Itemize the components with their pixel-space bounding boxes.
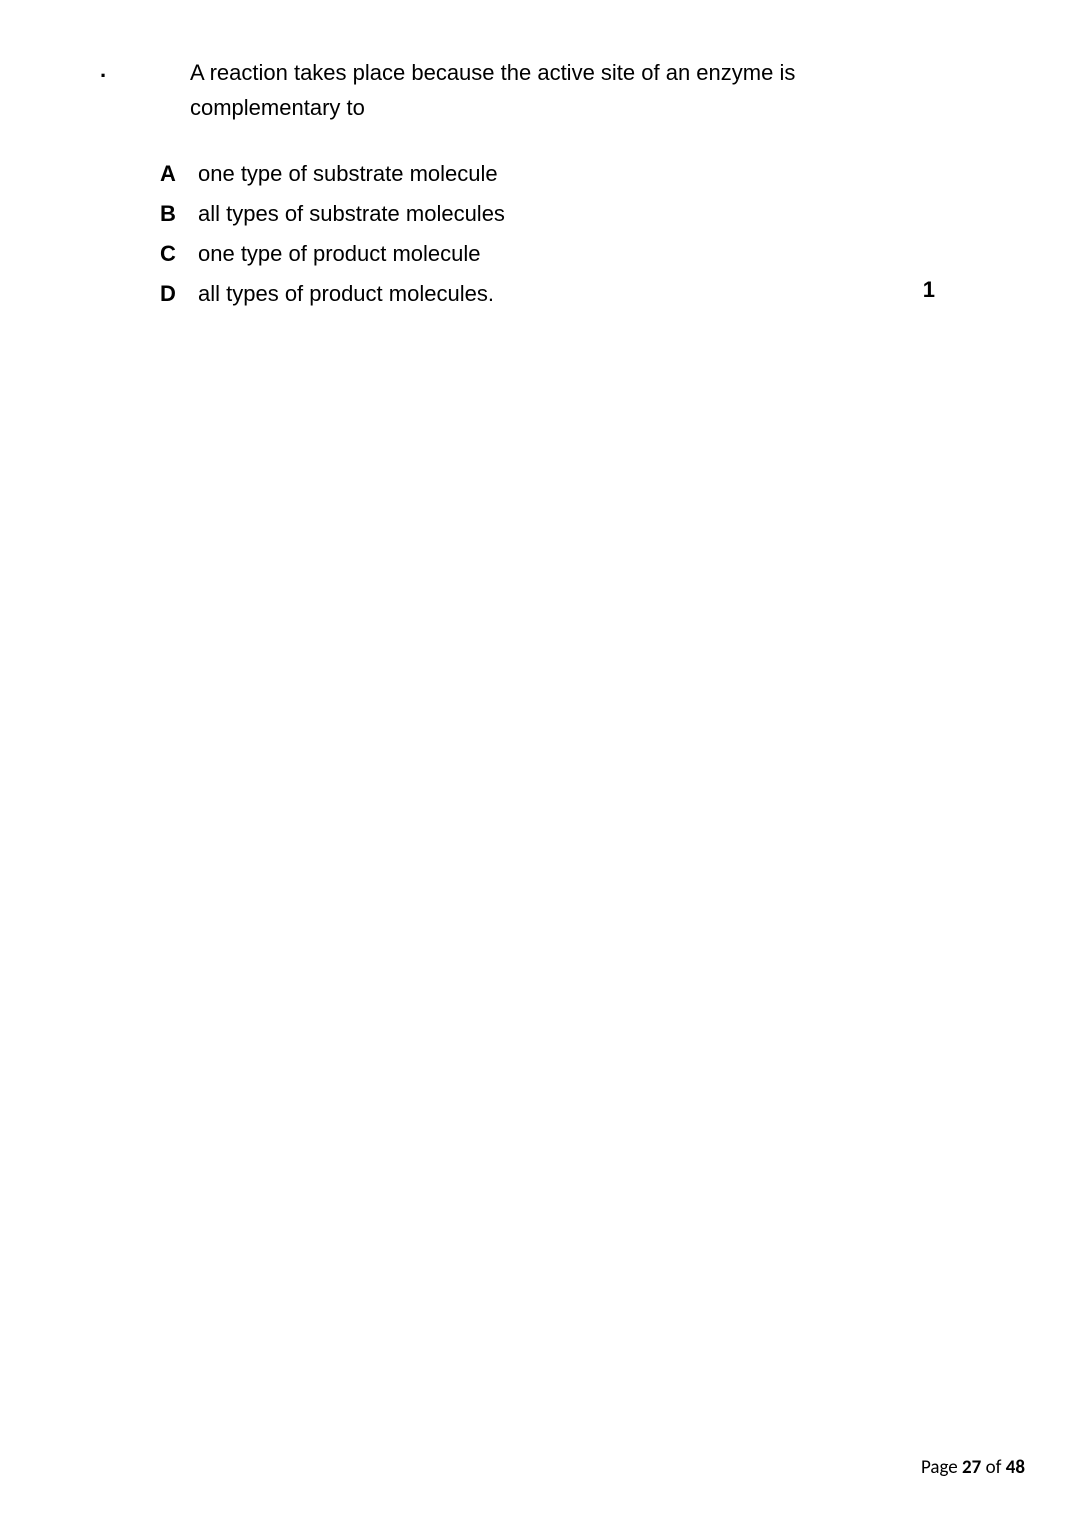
option-letter: C bbox=[160, 241, 198, 267]
question-stem: A reaction takes place because the activ… bbox=[190, 55, 870, 125]
option-a[interactable]: A one type of substrate molecule bbox=[160, 157, 980, 190]
footer-separator: of bbox=[981, 1456, 1005, 1479]
option-text: one type of substrate molecule bbox=[198, 157, 498, 190]
page-footer: Page 27 of 48 bbox=[921, 1456, 1025, 1479]
option-letter: A bbox=[160, 161, 198, 187]
marks-value: 1 bbox=[923, 277, 935, 303]
question-stem-row: . A reaction takes place because the act… bbox=[100, 55, 980, 125]
footer-prefix: Page bbox=[921, 1456, 962, 1479]
question-bullet: . bbox=[100, 55, 190, 83]
options-list: A one type of substrate molecule B all t… bbox=[160, 157, 980, 310]
option-letter: B bbox=[160, 201, 198, 227]
option-d[interactable]: D all types of product molecules. 1 bbox=[160, 277, 980, 310]
option-text: all types of substrate molecules bbox=[198, 197, 505, 230]
page-content: . A reaction takes place because the act… bbox=[0, 0, 1080, 310]
option-b[interactable]: B all types of substrate molecules bbox=[160, 197, 980, 230]
footer-current-page: 27 bbox=[962, 1456, 981, 1479]
option-letter: D bbox=[160, 281, 198, 307]
footer-total-pages: 48 bbox=[1006, 1456, 1025, 1479]
option-text: all types of product molecules. bbox=[198, 277, 494, 310]
option-c[interactable]: C one type of product molecule bbox=[160, 237, 980, 270]
option-text: one type of product molecule bbox=[198, 237, 481, 270]
